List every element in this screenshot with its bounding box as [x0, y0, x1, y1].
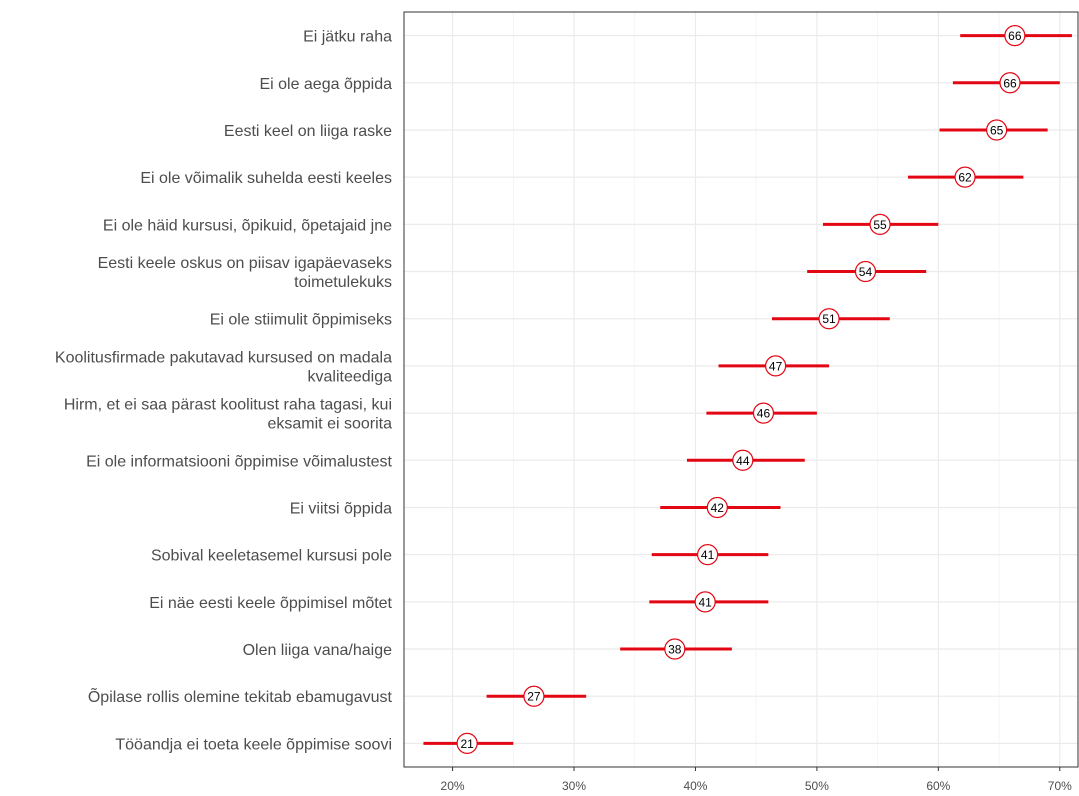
category-label: Olen liiga vana/haige	[243, 642, 393, 659]
data-point	[752, 402, 775, 424]
x-tick-label: 30%	[562, 779, 586, 793]
category-label: toimetulekuks	[294, 274, 392, 291]
x-tick-label: 60%	[926, 779, 950, 793]
data-label: 27	[527, 690, 541, 704]
category-label: kvaliteediga	[308, 368, 393, 385]
category-label: Hirm, et ei saa pärast koolitust raha ta…	[64, 397, 392, 414]
data-points: 66 66 65 62 55 54 51 47 46 44 42 41 41 38 27 21	[456, 24, 1026, 755]
data-label: 21	[460, 737, 474, 751]
data-label: 47	[769, 359, 783, 373]
category-label: Ei ole aega õppida	[259, 76, 392, 93]
data-point	[706, 496, 728, 519]
data-label: 66	[1008, 29, 1022, 43]
category-labels: Ei jätku raha Ei ole aega õppida Eesti kee…	[55, 29, 393, 754]
error-bars	[423, 34, 1072, 745]
data-label: 54	[859, 265, 873, 279]
data-point	[869, 213, 891, 235]
data-point	[664, 638, 686, 660]
plot-panel-border	[403, 11, 1079, 768]
data-point	[818, 308, 840, 330]
data-point	[999, 72, 1021, 94]
category-label: Ei ole võimalik suhelda eesti keeles	[140, 170, 392, 187]
category-label: Ei ole stiimulit õppimiseks	[210, 312, 392, 329]
x-tick-label: 20%	[441, 779, 465, 793]
data-label: 62	[958, 171, 972, 185]
category-label: Ei viitsi õppida	[290, 500, 392, 517]
category-label: Ei näe eesti keele õppimisel mõtet	[149, 595, 392, 612]
data-point	[456, 732, 478, 755]
data-point	[854, 260, 877, 283]
x-tick-label: 70%	[1048, 779, 1072, 793]
data-point	[1004, 24, 1026, 47]
data-point	[765, 355, 787, 377]
category-label: Koolitusfirmade pakutavad kursused on ma…	[55, 349, 392, 366]
data-point	[523, 685, 545, 707]
category-label: Ei jätku raha	[303, 29, 392, 46]
x-tick-label: 40%	[683, 779, 707, 793]
x-axis-ticks: 20% 30% 40% 50% 60% 70%	[441, 767, 1072, 793]
category-label: Eesti keel on liiga raske	[224, 123, 392, 140]
data-label: 46	[757, 407, 771, 421]
x-tick-label: 50%	[805, 779, 829, 793]
data-point	[732, 449, 754, 471]
grid-lines	[404, 12, 1078, 767]
data-label: 41	[701, 548, 715, 562]
category-label: eksamit ei soorita	[268, 416, 393, 433]
category-label: Eesti keele oskus on piisav igapäevaseks	[98, 255, 392, 272]
data-label: 42	[711, 501, 725, 515]
data-label: 38	[668, 643, 682, 657]
category-label: Tööandja ei toeta keele õppimise soovi	[115, 736, 392, 753]
data-point	[694, 591, 716, 613]
data-label: 65	[990, 123, 1004, 137]
category-label: Ei ole informatsiooni õppimise võimalust…	[86, 453, 392, 470]
data-point	[954, 166, 976, 188]
data-point	[986, 119, 1008, 141]
data-label: 41	[698, 595, 712, 609]
data-label: 51	[822, 312, 836, 326]
data-label: 44	[736, 454, 750, 468]
category-label: Ei ole häid kursusi, õpikuid, õpetajaid …	[103, 217, 392, 234]
category-label: Õpilase rollis olemine tekitab ebamugavu…	[88, 686, 393, 706]
data-point	[697, 544, 719, 566]
data-label: 66	[1003, 76, 1017, 90]
data-label: 55	[873, 218, 887, 232]
category-label: Sobival keeletasemel kursusi pole	[151, 548, 392, 565]
